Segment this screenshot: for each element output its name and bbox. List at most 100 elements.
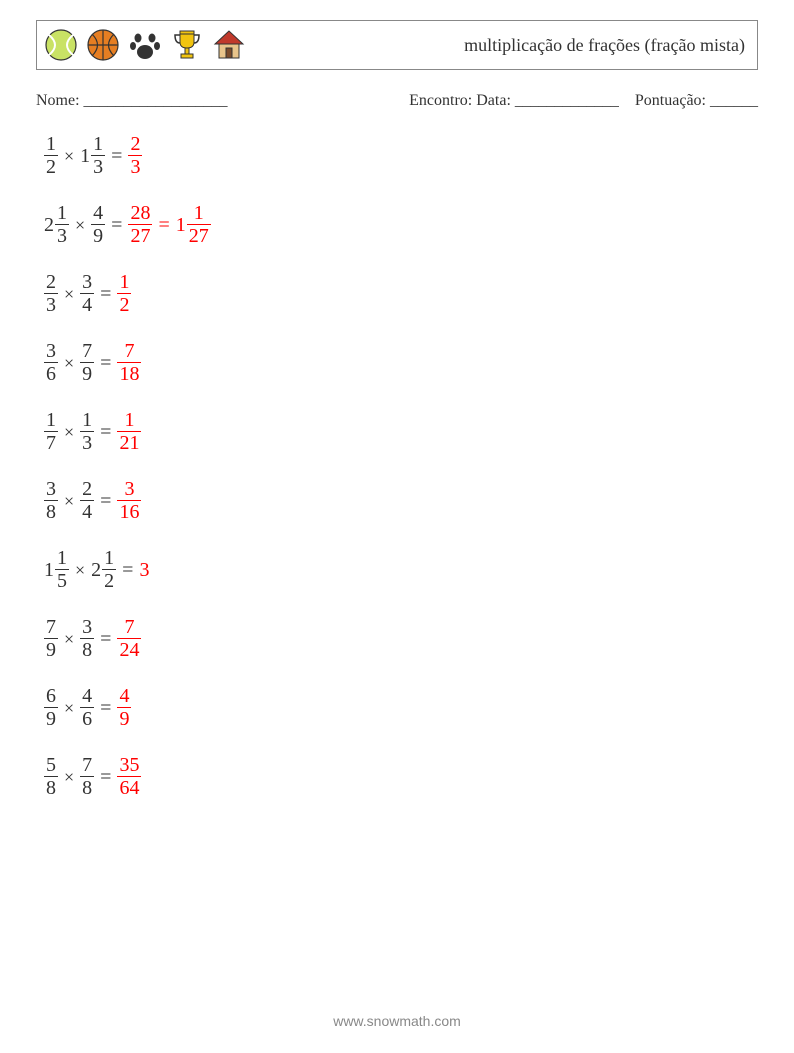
- numerator: 2: [80, 479, 94, 500]
- mixed-fraction: 113: [80, 134, 105, 177]
- denominator: 5: [55, 569, 69, 591]
- numerator: 7: [80, 755, 94, 776]
- fraction-part: 49: [91, 203, 105, 246]
- denominator: 3: [128, 155, 142, 177]
- equals-sign: =: [100, 767, 111, 787]
- fraction-part: 46: [80, 686, 94, 729]
- numerator: 35: [117, 755, 141, 776]
- answer: 3564: [117, 755, 141, 798]
- mixed-fraction: 213: [44, 203, 69, 246]
- numerator: 3: [122, 479, 136, 500]
- numerator: 1: [55, 203, 69, 224]
- denominator: 16: [117, 500, 141, 522]
- denominator: 4: [80, 500, 94, 522]
- problem-row: 36×79=718: [44, 341, 758, 384]
- equals-sign: =: [100, 629, 111, 649]
- problem-row: 38×24=316: [44, 479, 758, 522]
- fraction: 79: [44, 617, 58, 660]
- multiply-sign: ×: [75, 561, 85, 579]
- whole-part: 1: [176, 215, 186, 235]
- denominator: 3: [44, 293, 58, 315]
- fraction-part: 12: [44, 134, 58, 177]
- fraction: 12: [44, 134, 58, 177]
- numerator: 3: [44, 479, 58, 500]
- fraction-part: 38: [80, 617, 94, 660]
- answer: 2827: [128, 203, 152, 246]
- fraction: 69: [44, 686, 58, 729]
- fraction-part: 38: [44, 479, 58, 522]
- problem-row: 79 × 38 = 724: [44, 617, 758, 660]
- denominator: 4: [80, 293, 94, 315]
- numerator: 4: [91, 203, 105, 224]
- fraction-part: 15: [55, 548, 69, 591]
- denominator: 6: [80, 707, 94, 729]
- fraction-part: 12: [117, 272, 131, 315]
- multiply-sign: ×: [64, 147, 74, 165]
- denominator: 9: [80, 362, 94, 384]
- problem-row: 69×46=49: [44, 686, 758, 729]
- numerator: 1: [122, 410, 136, 431]
- numerator: 3: [80, 617, 94, 638]
- numerator: 2: [128, 134, 142, 155]
- meta-row: Nome: __________________ Encontro: Data:…: [36, 92, 758, 110]
- numerator: 3: [44, 341, 58, 362]
- numerator: 1: [44, 410, 58, 431]
- fraction-part: 79: [44, 617, 58, 660]
- denominator: 9: [91, 224, 105, 246]
- worksheet-header: multiplicação de frações (fração mista): [36, 20, 758, 70]
- denominator: 27: [187, 224, 211, 246]
- fraction-part: 724: [117, 617, 141, 660]
- fraction-part: 17: [44, 410, 58, 453]
- numerator: 1: [44, 134, 58, 155]
- answer: 718: [117, 341, 141, 384]
- multiply-sign: ×: [64, 354, 74, 372]
- fraction-part: 316: [117, 479, 141, 522]
- denominator: 2: [44, 155, 58, 177]
- fraction-part: 23: [128, 134, 142, 177]
- numerator: 1: [91, 134, 105, 155]
- multiply-sign: ×: [64, 768, 74, 786]
- fraction-part: 34: [80, 272, 94, 315]
- numerator: 1: [192, 203, 206, 224]
- denominator: 3: [55, 224, 69, 246]
- problem-row: 115×212=3: [44, 548, 758, 591]
- numerator: 3: [80, 272, 94, 293]
- denominator: 18: [117, 362, 141, 384]
- fraction-part: 78: [80, 755, 94, 798]
- numerator: 7: [80, 341, 94, 362]
- answer: 12: [117, 272, 131, 315]
- fraction: 13: [80, 410, 94, 453]
- fraction: 38: [44, 479, 58, 522]
- numerator: 1: [102, 548, 116, 569]
- problem-row: 23×34=12: [44, 272, 758, 315]
- equals-sign: =: [100, 491, 111, 511]
- equals-sign: =: [122, 560, 133, 580]
- numerator: 7: [122, 341, 136, 362]
- numerator: 1: [55, 548, 69, 569]
- multiply-sign: ×: [64, 492, 74, 510]
- answer: 1127: [176, 203, 211, 246]
- numerator: 6: [44, 686, 58, 707]
- multiply-sign: ×: [64, 630, 74, 648]
- numerator: 1: [80, 410, 94, 431]
- problem-row: 58×78=3564: [44, 755, 758, 798]
- denominator: 6: [44, 362, 58, 384]
- paw-icon: [127, 27, 163, 63]
- numerator: 2: [44, 272, 58, 293]
- fraction-part: 718: [117, 341, 141, 384]
- fraction: 23: [44, 272, 58, 315]
- equals-sign: =: [100, 353, 111, 373]
- equals-sign: =: [100, 698, 111, 718]
- numerator: 7: [122, 617, 136, 638]
- fraction: 78: [80, 755, 94, 798]
- denominator: 9: [117, 707, 131, 729]
- denominator: 27: [128, 224, 152, 246]
- denominator: 8: [44, 500, 58, 522]
- header-icons: [43, 27, 247, 63]
- footer-url: www.snowmath.com: [0, 1013, 794, 1029]
- fraction-part: 127: [187, 203, 211, 246]
- answer: 3: [139, 560, 149, 580]
- denominator: 7: [44, 431, 58, 453]
- fraction: 79: [80, 341, 94, 384]
- fraction-part: 49: [117, 686, 131, 729]
